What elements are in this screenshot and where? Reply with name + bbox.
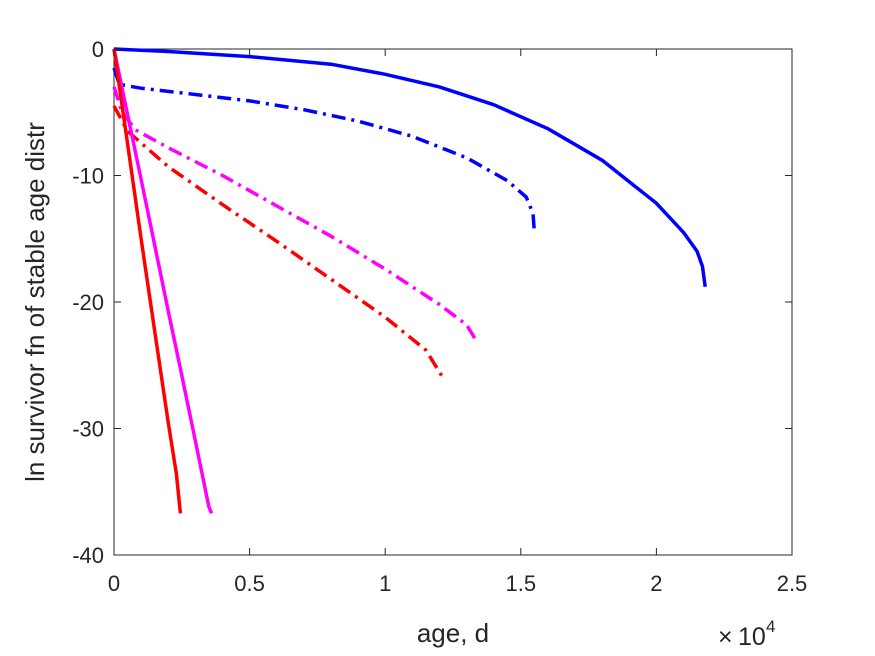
y-axis: 0 -10 -20 -30 -40 xyxy=(72,37,792,568)
y-tick-label: -40 xyxy=(72,543,104,568)
y-axis-label: ln survivor fn of stable age distr xyxy=(20,122,50,482)
y-tick-label: -20 xyxy=(72,290,104,315)
exponent-power: 4 xyxy=(766,617,775,636)
x-tick-label: 0.5 xyxy=(234,571,265,596)
series-line-2 xyxy=(112,67,537,233)
exponent-multiplier: × xyxy=(718,623,733,651)
series-line-6 xyxy=(112,48,183,514)
x-axis-exponent: × 10 4 xyxy=(718,617,775,651)
x-tick-label: 1 xyxy=(379,571,391,596)
x-axis-label: age, d xyxy=(417,618,489,648)
x-axis: 0 0.5 1 1.5 2 2.5 xyxy=(108,49,807,596)
series-line-1 xyxy=(113,47,707,288)
axes-box xyxy=(113,48,793,556)
y-tick-label: -30 xyxy=(72,417,104,442)
x-tick-label: 1.5 xyxy=(506,571,537,596)
y-tick-label: -10 xyxy=(72,164,104,189)
y-tick-label: 0 xyxy=(92,37,104,62)
series-line-5 xyxy=(112,48,214,514)
x-tick-label: 2.5 xyxy=(777,571,808,596)
series-layer xyxy=(112,47,707,514)
exponent-base: 10 xyxy=(738,623,766,651)
plot-area: 0 0.5 1 1.5 2 2.5 0 -10 -20 -30 -40 xyxy=(72,37,807,596)
x-tick-label: 0 xyxy=(108,571,120,596)
series-line-4 xyxy=(112,105,444,378)
x-tick-label: 2 xyxy=(650,571,662,596)
